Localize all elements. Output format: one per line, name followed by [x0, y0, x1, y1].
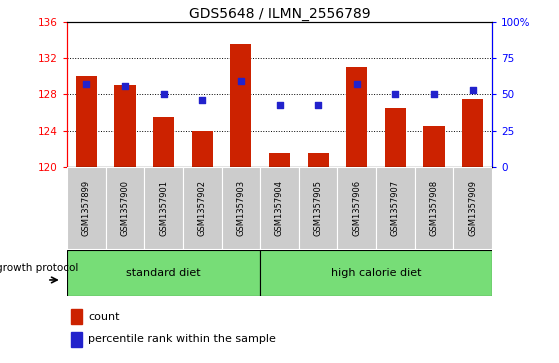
- Bar: [192, 131, 213, 167]
- Bar: [453, 167, 492, 249]
- Point: [352, 81, 361, 87]
- Bar: [338, 167, 376, 249]
- Text: high calorie diet: high calorie diet: [331, 268, 421, 278]
- Bar: [346, 67, 367, 167]
- Point: [314, 102, 323, 107]
- Text: GSM1357904: GSM1357904: [275, 180, 284, 236]
- Text: GSM1357907: GSM1357907: [391, 180, 400, 236]
- Text: GSM1357903: GSM1357903: [236, 180, 245, 236]
- Bar: [72, 332, 82, 347]
- Point: [82, 81, 91, 87]
- Point: [468, 87, 477, 93]
- Bar: [153, 117, 174, 167]
- Text: GSM1357905: GSM1357905: [314, 180, 323, 236]
- Text: standard diet: standard diet: [126, 268, 201, 278]
- Point: [159, 91, 168, 97]
- Bar: [221, 167, 260, 249]
- Bar: [462, 99, 483, 167]
- Bar: [307, 153, 329, 167]
- Point: [236, 78, 245, 84]
- Text: GSM1357909: GSM1357909: [468, 180, 477, 236]
- Text: GSM1357906: GSM1357906: [352, 180, 361, 236]
- Point: [198, 97, 207, 103]
- Bar: [423, 126, 444, 167]
- Text: count: count: [88, 311, 120, 322]
- Bar: [260, 167, 299, 249]
- Text: GSM1357899: GSM1357899: [82, 180, 91, 236]
- Bar: [72, 309, 82, 324]
- Bar: [385, 108, 406, 167]
- Text: GSM1357900: GSM1357900: [121, 180, 130, 236]
- Point: [275, 102, 284, 107]
- Point: [429, 91, 438, 97]
- Bar: [144, 167, 183, 249]
- Point: [391, 91, 400, 97]
- Text: GSM1357902: GSM1357902: [198, 180, 207, 236]
- Point: [121, 83, 130, 89]
- Bar: [67, 250, 260, 296]
- Bar: [106, 167, 144, 249]
- Bar: [67, 167, 106, 249]
- Text: GSM1357901: GSM1357901: [159, 180, 168, 236]
- Bar: [415, 167, 453, 249]
- Bar: [299, 167, 338, 249]
- Bar: [260, 250, 492, 296]
- Title: GDS5648 / ILMN_2556789: GDS5648 / ILMN_2556789: [189, 7, 370, 21]
- Text: growth protocol: growth protocol: [0, 263, 78, 273]
- Bar: [376, 167, 415, 249]
- Bar: [115, 85, 136, 167]
- Bar: [230, 44, 252, 167]
- Text: GSM1357908: GSM1357908: [429, 180, 438, 236]
- Bar: [269, 153, 290, 167]
- Bar: [183, 167, 221, 249]
- Bar: [76, 76, 97, 167]
- Text: percentile rank within the sample: percentile rank within the sample: [88, 334, 276, 344]
